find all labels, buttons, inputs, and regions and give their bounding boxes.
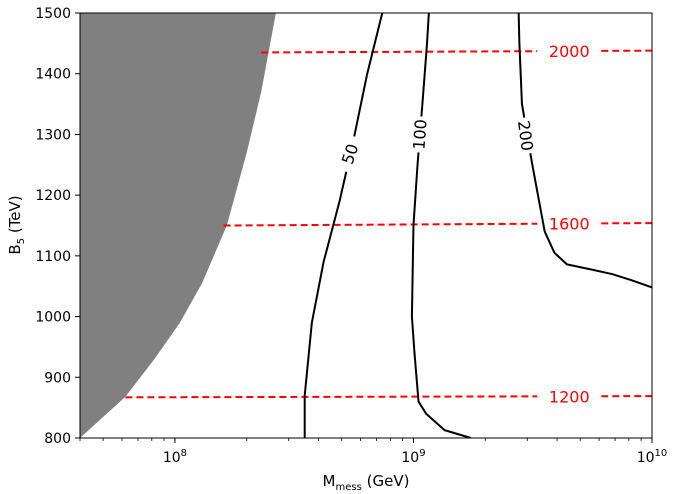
- contour-line-200: [517, 13, 652, 289]
- contour-label-gap: [513, 116, 539, 155]
- x-tick-label: 1010: [637, 448, 668, 466]
- y-tick-label: 1300: [35, 127, 71, 143]
- contour-label: 100: [409, 119, 430, 151]
- y-tick-label: 900: [44, 370, 71, 386]
- reference-line-label: 1200: [549, 387, 590, 406]
- y-axis: 800 900 1000 1100 1200 1300 1400 1500: [35, 6, 80, 447]
- reference-line-2000: [261, 50, 538, 54]
- contours-layer: [303, 13, 652, 438]
- contour-label-gap: [334, 133, 365, 175]
- contour-label: 200: [514, 119, 537, 152]
- y-tick-label: 1000: [35, 310, 71, 326]
- x-axis-title: Mmess (GeV): [323, 472, 410, 493]
- plot-frame: [79, 12, 653, 439]
- reference-lines-layer: [125, 49, 652, 399]
- contour-line-50: [303, 13, 384, 438]
- y-axis-title: B5 (TeV): [6, 195, 27, 254]
- y-tick-label: 1500: [35, 6, 71, 22]
- x-tick-label: 108: [163, 448, 187, 466]
- reference-line-label: 2000: [549, 42, 590, 61]
- y-tick-label: 800: [44, 431, 71, 447]
- reference-line-1600: [223, 222, 538, 227]
- excluded-region-layer: [80, 13, 276, 438]
- reference-line-1200: [125, 395, 538, 399]
- x-tick-label: 109: [401, 448, 425, 466]
- contour-line-100: [410, 13, 472, 438]
- y-tick-label: 1100: [35, 249, 71, 265]
- y-tick-label: 1400: [35, 67, 71, 83]
- reference-line-label: 1600: [549, 215, 590, 234]
- y-tick-label: 1200: [35, 188, 71, 204]
- excluded-region: [80, 13, 276, 438]
- x-axis: 108 109 1010: [79, 438, 668, 466]
- contour-label-gap: [408, 115, 431, 154]
